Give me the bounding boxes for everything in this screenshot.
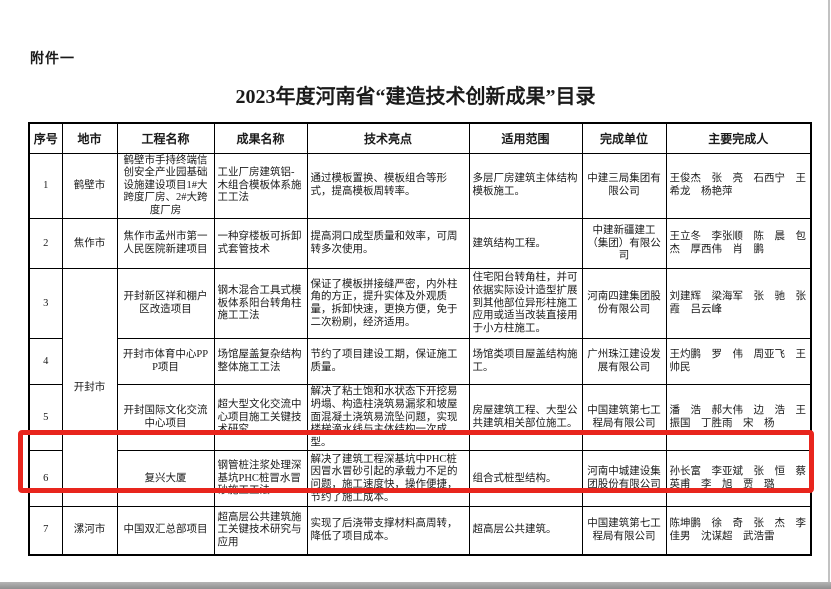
cell-project: 开封国际文化交流中心项目 [116, 384, 215, 452]
cell-project: 开封市体育中心PPP项目 [116, 338, 215, 386]
header-contributors: 主要完成人 [665, 122, 812, 154]
cell-scope: 住宅阳台转角柱，并可依据实际设计造型扩展到其他部位异形柱施工应用或适当改装直接用… [468, 268, 583, 340]
cell-achievement: 一种穿楼板可拆卸式套管技术 [213, 218, 308, 270]
table-row: 1 鹤壁市 鹤壁市手持终端信创安全产业园基础设施建设项目1#大跨度厂房、2#大跨… [28, 152, 812, 220]
cell-unit: 河南四建集团股份有限公司 [581, 268, 667, 340]
cell-unit: 河南中城建设集团股份有限公司 [581, 450, 667, 508]
header-unit: 完成单位 [581, 122, 667, 154]
cell-unit: 中国建筑第七工程局有限公司 [581, 384, 667, 452]
cell-project: 复兴大厦 [116, 450, 215, 508]
table-header-row: 序号 地市 工程名称 成果名称 技术亮点 适用范围 完成单位 主要完成人 [28, 122, 812, 154]
cell-contributors: 王灼鹏 罗 伟 周亚飞 王帅民 [665, 338, 812, 386]
cell-scope: 房屋建筑工程、大型公共建筑相关部位施工。 [468, 384, 583, 452]
table-row-highlighted: 6 复兴大厦 钢管桩注浆处理深基坑PHC桩冒水冒砂施工工法 解决了建筑工程深基坑… [28, 450, 812, 508]
cell-unit: 中建新疆建工（集团）有限公司 [581, 218, 667, 270]
cell-no: 6 [28, 450, 63, 508]
cell-highlights: 解决了建筑工程深基坑中PHC桩因冒水冒砂引起的承载力不足的问题，施工速度快，操作… [306, 450, 470, 508]
page-right-edge [828, 0, 830, 583]
page-title: 2023年度河南省“建造技术创新成果”目录 [235, 86, 596, 108]
achievements-table: 序号 地市 工程名称 成果名称 技术亮点 适用范围 完成单位 主要完成人 1 鹤… [28, 122, 812, 556]
cell-project: 开封新区祥和棚户区改造项目 [116, 268, 215, 340]
cell-scope: 组合式桩型结构。 [468, 450, 583, 508]
cell-achievement: 场馆屋盖复杂结构整体施工工法 [213, 338, 308, 386]
cell-contributors: 孙长富 李亚斌 张 恒 蔡英甫 李 旭 贾 璐 [665, 450, 812, 508]
cell-contributors: 王立冬 李张顺 陈 晨 包 杰 厚西伟 肖 鹏 [665, 218, 812, 270]
header-scope: 适用范围 [468, 122, 583, 154]
cell-scope: 多层厂房建筑主体结构模板施工。 [468, 152, 583, 220]
cell-scope: 超高层公共建筑。 [468, 506, 583, 556]
cell-highlights: 通过模板置换、模板组合等形式，提高模板周转率。 [306, 152, 470, 220]
cell-city: 漯河市 [61, 506, 118, 556]
cell-no: 1 [28, 152, 63, 220]
cell-achievement: 工业厂房建筑铝-木组合模板体系施工工法 [213, 152, 308, 220]
cell-highlights: 实现了后浇带支撑材料高周转，降低了项目成本。 [306, 506, 470, 556]
header-project: 工程名称 [116, 122, 215, 154]
cell-no: 4 [28, 338, 63, 386]
attachment-label: 附件一 [30, 52, 75, 67]
cell-highlights: 节约了项目建设工期，保证施工质量。 [306, 338, 470, 386]
cell-unit: 中国建筑第七工程局有限公司 [581, 506, 667, 556]
cell-no: 7 [28, 506, 63, 556]
table-row: 3 开封市 开封新区祥和棚户区改造项目 钢木混合工具式模板体系阳台转角柱施工工法… [28, 268, 812, 508]
cell-city-merged: 开封市 [61, 268, 118, 508]
page-bottom-edge [0, 582, 831, 589]
cell-project: 焦作市孟州市第一人民医院新建项目 [116, 218, 215, 270]
cell-highlights: 解决了粘土饱和水状态下开挖易坍塌、构造柱浇筑易漏浆和坡屋面混凝土浇筑易流坠问题，… [306, 384, 470, 452]
cell-no: 3 [28, 268, 63, 340]
header-city: 地市 [61, 122, 118, 154]
cell-project: 鹤壁市手持终端信创安全产业园基础设施建设项目1#大跨度厂房、2#大跨度厂房 [116, 152, 215, 220]
cell-highlights: 保证了模板拼接缝严密，内外柱角的方正，提升实体及外观质量，拆卸快速，更换方便，免… [306, 268, 470, 340]
cell-highlights: 提高洞口成型质量和效率，可周转多次使用。 [306, 218, 470, 270]
cell-unit: 广州珠江建设发展有限公司 [581, 338, 667, 386]
cell-achievement: 钢管桩注浆处理深基坑PHC桩冒水冒砂施工工法 [213, 450, 308, 508]
cell-contributors: 王俊杰 张 亮 石西宁 王希龙 杨艳萍 [665, 152, 812, 220]
cell-contributors: 刘建辉 梁海军 张 驰 张 霞 吕云峰 [665, 268, 812, 340]
table-row: 4 开封市体育中心PPP项目 场馆屋盖复杂结构整体施工工法 节约了项目建设工期，… [28, 338, 812, 386]
cell-achievement: 钢木混合工具式模板体系阳台转角柱施工工法 [213, 268, 308, 340]
table-row: 7 漯河市 中国双汇总部项目 超高层公共建筑施工关键技术研究与应用 实现了后浇带… [28, 506, 812, 556]
cell-achievement: 超高层公共建筑施工关键技术研究与应用 [213, 506, 308, 556]
table-row: 2 焦作市 焦作市孟州市第一人民医院新建项目 一种穿楼板可拆卸式套管技术 提高洞… [28, 218, 812, 270]
cell-scope: 建筑结构工程。 [468, 218, 583, 270]
header-achievement: 成果名称 [213, 122, 308, 154]
cell-achievement: 超大型文化交流中心项目施工关键技术研究 [213, 384, 308, 452]
cell-no: 5 [28, 384, 63, 452]
cell-contributors: 陈坤鹏 徐 奇 张 杰 李佳男 沈谋超 武浩雷 [665, 506, 812, 556]
cell-project: 中国双汇总部项目 [116, 506, 215, 556]
cell-scope: 场馆类项目屋盖结构施工。 [468, 338, 583, 386]
header-no: 序号 [28, 122, 63, 154]
cell-city: 焦作市 [61, 218, 118, 270]
table-row: 5 开封国际文化交流中心项目 超大型文化交流中心项目施工关键技术研究 解决了粘土… [28, 384, 812, 452]
cell-contributors: 潘 浩 郝大伟 边 浩 王振国 丁胜雨 宋 杨 [665, 384, 812, 452]
header-highlights: 技术亮点 [306, 122, 470, 154]
cell-city: 鹤壁市 [61, 152, 118, 220]
cell-unit: 中建三局集团有限公司 [581, 152, 667, 220]
cell-no: 2 [28, 218, 63, 270]
